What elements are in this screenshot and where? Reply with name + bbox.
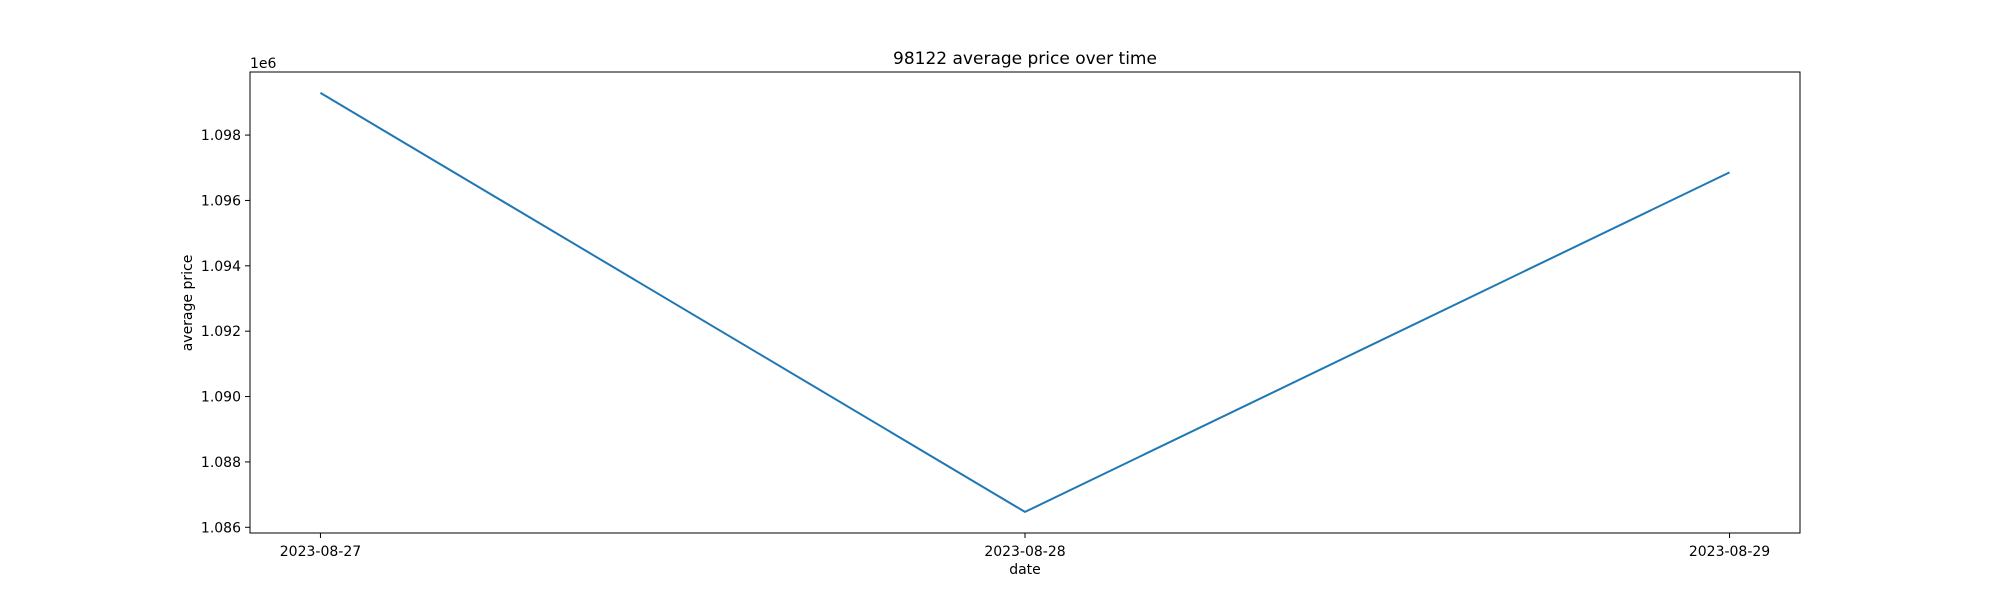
y-offset-label: 1e6	[250, 56, 277, 72]
y-tick-label: 1.088	[201, 455, 241, 471]
y-tick-label: 1.086	[201, 520, 241, 536]
x-tick-label: 2023-08-29	[1689, 544, 1770, 560]
series-line-0	[319, 92, 1730, 514]
y-axis-label: average price	[180, 255, 196, 352]
chart-title: 98122 average price over time	[893, 49, 1157, 69]
y-tick-label: 1.090	[201, 390, 241, 406]
y-tick-label: 1.094	[201, 259, 241, 275]
x-tick-label: 2023-08-27	[280, 544, 361, 560]
y-tick-label: 1.092	[201, 324, 241, 340]
y-tick-label: 1.098	[201, 128, 241, 144]
x-tick-label: 2023-08-28	[984, 544, 1065, 560]
plot-area: 2023-08-27 2023-08-28 2023-08-29 1.086 1.088…	[201, 71, 1801, 560]
x-axis-label: date	[1009, 562, 1041, 578]
y-tick-label: 1.096	[201, 193, 241, 209]
